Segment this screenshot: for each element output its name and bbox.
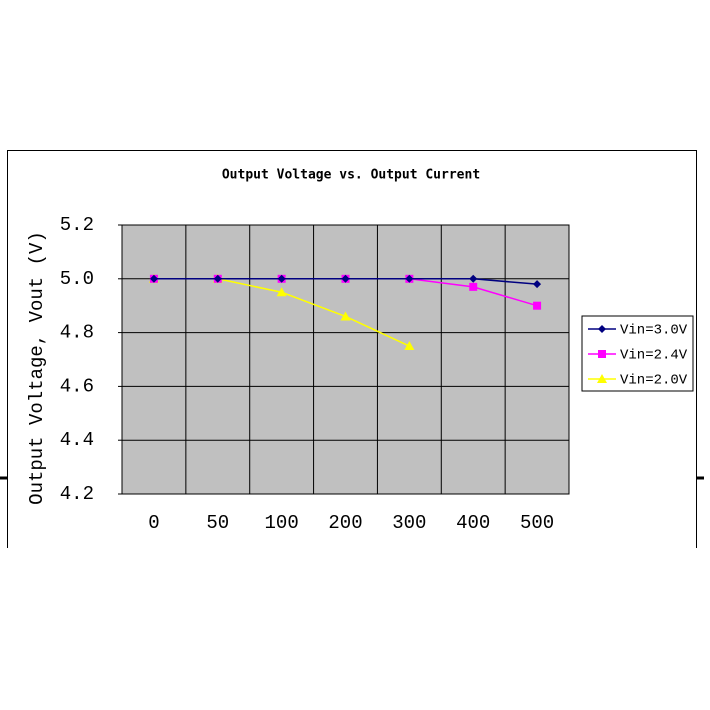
marker xyxy=(533,301,542,310)
marker xyxy=(340,311,351,321)
x-tick-label: 100 xyxy=(265,512,299,534)
marker xyxy=(597,374,607,383)
marker xyxy=(149,274,158,283)
legend-label: Vin=2.4V xyxy=(620,348,688,364)
marker xyxy=(533,280,542,289)
marker xyxy=(598,325,606,333)
legend-label: Vin=3.0V xyxy=(620,323,688,339)
marker xyxy=(469,282,478,291)
y-tick-label: 5.2 xyxy=(60,214,94,236)
y-tick-label: 4.4 xyxy=(60,429,94,451)
x-tick-label: 200 xyxy=(328,512,362,534)
y-tick-label: 4.2 xyxy=(60,483,94,505)
legend-label: Vin=2.0V xyxy=(620,373,688,389)
marker xyxy=(405,274,414,283)
x-tick-label: 500 xyxy=(520,512,554,534)
x-tick-label: 0 xyxy=(148,512,159,534)
y-tick-label: 4.8 xyxy=(60,322,94,344)
marker xyxy=(277,274,286,283)
marker xyxy=(276,287,287,297)
x-tick-label: 400 xyxy=(456,512,490,534)
marker xyxy=(598,350,606,358)
marker xyxy=(404,341,415,351)
y-tick-label: 5.0 xyxy=(60,268,94,290)
marker xyxy=(469,274,478,283)
y-axis-label: Output Voltage, Vout (V) xyxy=(26,231,48,505)
plot-area xyxy=(121,224,570,495)
x-tick-label: 50 xyxy=(206,512,229,534)
marker xyxy=(213,274,222,283)
x-tick-label: 300 xyxy=(392,512,426,534)
chart-title: Output Voltage vs. Output Current xyxy=(222,168,480,183)
marker xyxy=(341,274,350,283)
y-tick-label: 4.6 xyxy=(60,375,94,397)
